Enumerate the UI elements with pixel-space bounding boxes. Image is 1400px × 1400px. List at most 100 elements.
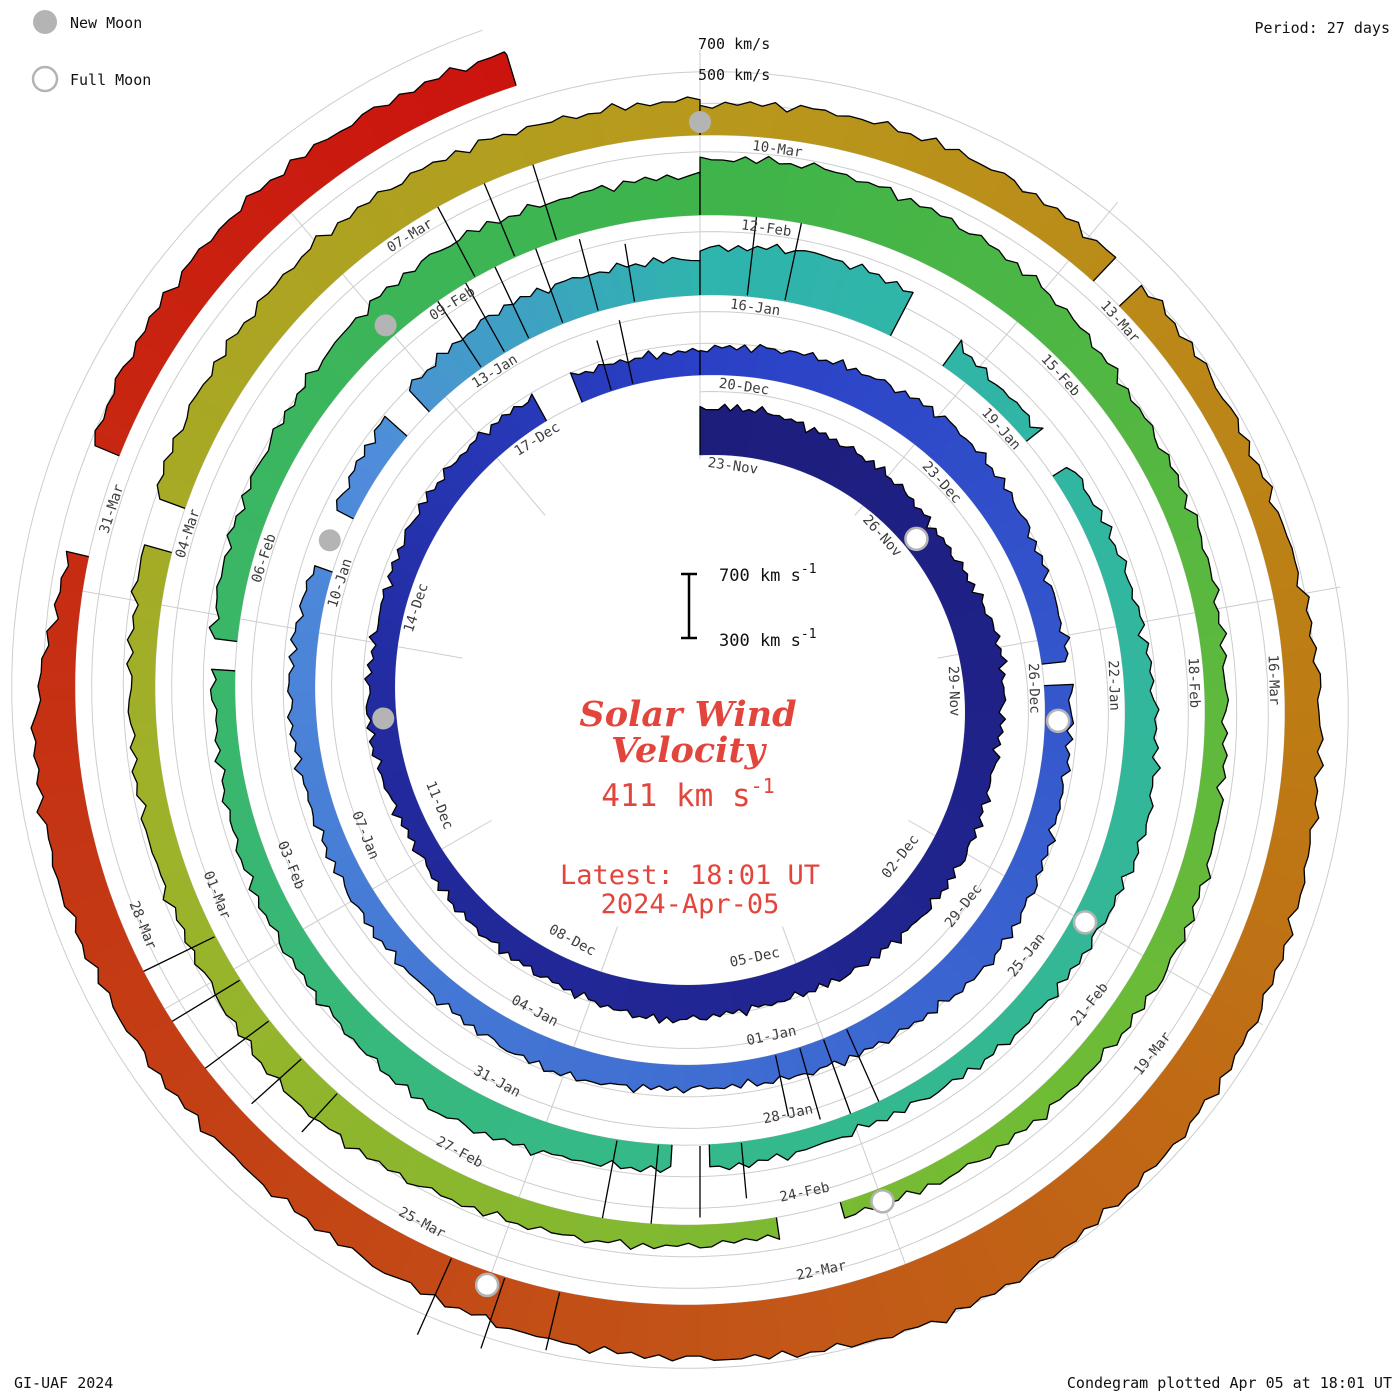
new-moon-marker [318,529,341,552]
data-spike [799,1048,821,1120]
date-label: 29-Nov [945,666,963,717]
data-spike [533,244,564,323]
velocity-segment [674,96,689,137]
grid-500-label: 500 km/s [698,66,770,84]
velocity-segment [365,699,396,708]
new-moon-label: New Moon [70,14,142,32]
data-spike [436,204,476,277]
grid-spiral-700 [11,29,1349,1369]
data-spike [545,1292,561,1351]
velocity-segment [36,699,76,715]
scale-bottom-sup: -1 [801,627,817,642]
velocity-segment [707,1063,717,1090]
ring-band-5 [30,51,1324,1362]
velocity-segment [691,1064,701,1089]
velocity-segment [690,260,701,296]
velocity-segment [721,1222,735,1244]
velocity-segment [211,699,236,711]
velocity-trace [156,96,701,510]
velocity-segment [291,699,316,709]
velocity-segment [1202,666,1225,680]
data-spike [251,1058,302,1105]
velocity-segment [126,652,157,666]
velocity-segment [699,246,710,296]
current-velocity-sup: -1 [751,774,775,798]
data-spike [437,300,482,368]
data-spike [774,1055,790,1117]
data-spike [624,243,636,302]
data-spike [746,211,758,296]
velocity-segment [1044,699,1071,709]
date-label: 28-Jan [762,1101,815,1127]
date-label: 23-Nov [707,455,759,478]
grid-spiral-500 [42,59,1318,1338]
velocity-trace [699,243,914,337]
new-moon-marker [372,707,395,730]
velocity-segment [964,699,1007,707]
data-spike [480,1277,506,1349]
full-moon-label: Full Moon [70,71,151,89]
velocity-segment [1124,699,1160,710]
velocity-segment [128,687,156,701]
velocity-segment [127,699,156,713]
velocity-segment [1123,680,1155,692]
velocity-segment [1284,712,1321,727]
date-label: 22-Mar [795,1258,848,1284]
velocity-segment [686,1304,701,1357]
velocity-trace [408,256,701,413]
velocity-segment [693,984,701,1020]
velocity-trace [942,339,1044,442]
velocity-segment [699,984,707,1021]
chart-title-line1: Solar Wind [579,694,796,735]
velocity-segment [1204,688,1229,701]
data-spike [301,1093,338,1133]
velocity-segment [723,101,738,136]
velocity-segment [215,719,237,731]
velocity-segment [709,1143,720,1167]
velocity-segment [214,728,238,741]
velocity-trace [335,415,408,520]
data-spike [481,177,516,257]
full-moon-icon [31,65,59,93]
full-moon-marker [474,1272,500,1298]
data-spike [416,1258,452,1335]
velocity-trace [569,347,701,403]
scale-top-sup: -1 [801,562,817,577]
chart-title-line2: Velocity [611,730,768,771]
new-moon-marker [689,111,711,133]
velocity-segment [1044,691,1073,701]
velocity-segment [1203,677,1226,690]
velocity-segment [1124,708,1160,720]
velocity-segment [692,347,701,376]
scale-top-base: 700 km s [719,566,801,586]
velocity-segment [37,685,76,701]
velocity-segment [40,658,76,675]
data-spike [140,936,215,974]
data-spike [784,218,804,301]
velocity-segment [131,675,156,689]
velocity-segment [677,175,691,217]
velocity-trace [286,565,1075,1094]
velocity-segment [1284,699,1320,714]
new-moon-marker [374,314,397,337]
scale-bottom-label: 300 km s-1 [719,627,817,651]
data-spike [166,979,240,1026]
latest-date-label: 2024-Apr-05 [601,889,780,920]
date-label: 05-Dec [728,945,781,971]
latest-time-label: Latest: 18:01 UT [560,860,820,891]
velocity-segment [699,156,712,216]
velocity-trace [699,343,1071,665]
date-label: 01-Jan [745,1023,798,1049]
date-label: 16-Mar [1265,654,1283,705]
velocity-segment [649,101,665,139]
date-label: 12-Feb [740,217,792,240]
date-label: 20-Dec [718,376,770,399]
velocity-segment [665,1224,679,1247]
credit-label: GI-UAF 2024 [14,1374,113,1392]
date-label: 24-Feb [778,1180,831,1206]
velocity-segment [681,259,692,297]
velocity-segment [1284,686,1322,701]
velocity-segment [712,1303,728,1361]
ring-band-4 [126,96,1230,1250]
velocity-segment [964,693,1007,701]
